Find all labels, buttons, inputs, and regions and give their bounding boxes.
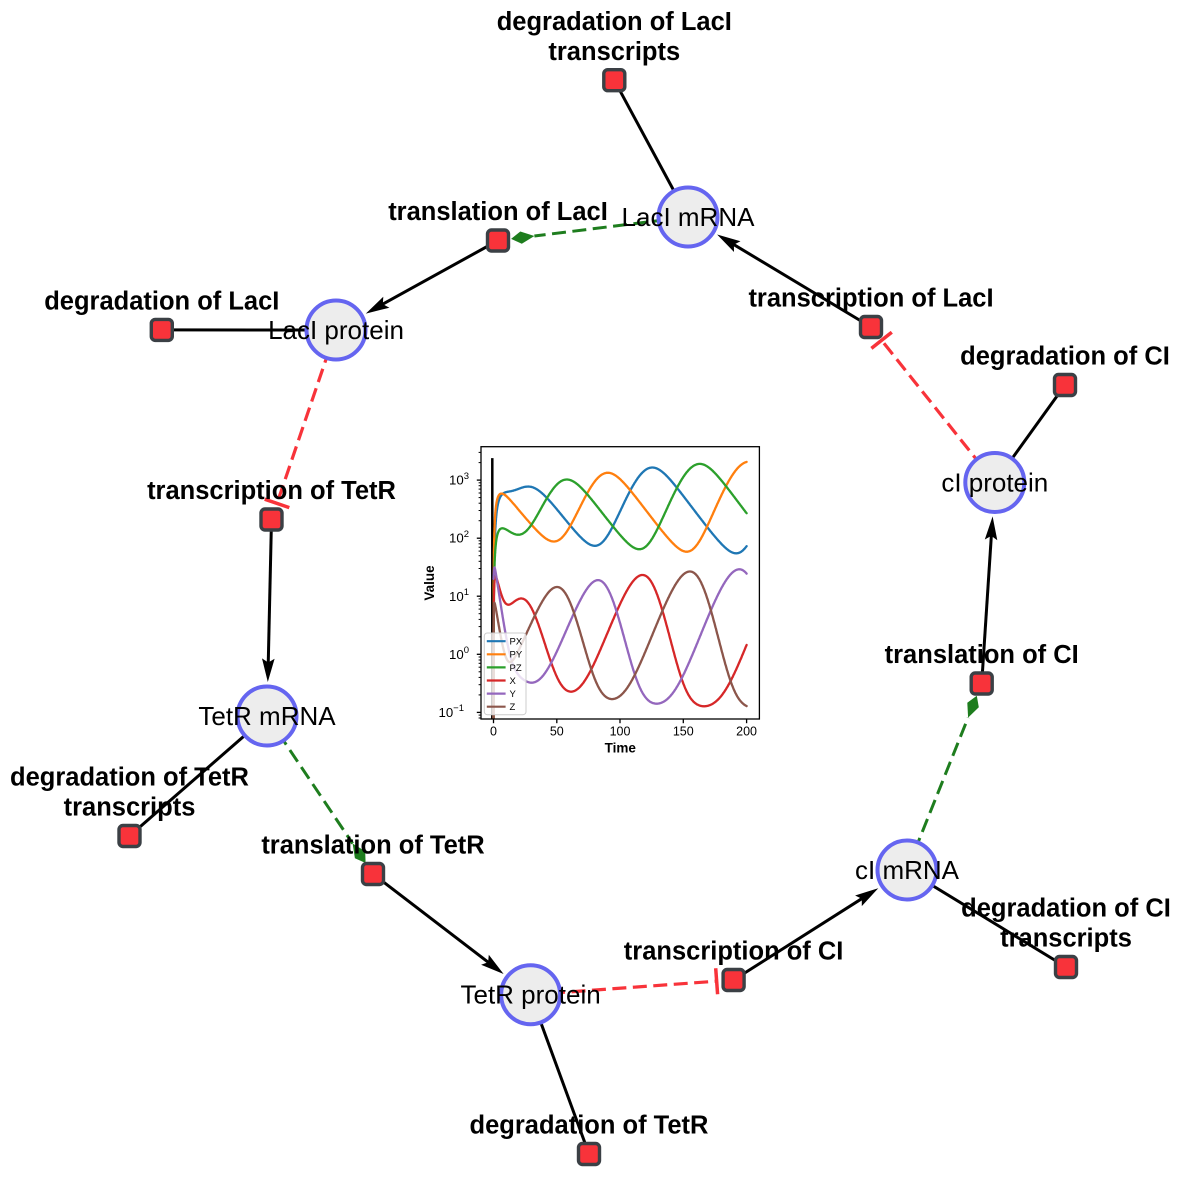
svg-text:cI protein: cI protein [941, 467, 1048, 497]
svg-text:200: 200 [736, 725, 757, 739]
svg-text:transcripts: transcripts [64, 794, 196, 822]
svg-text:degradation of CI: degradation of CI [961, 895, 1171, 923]
svg-text:transcription of LacI: transcription of LacI [748, 285, 993, 313]
svg-text:LacI protein: LacI protein [268, 315, 404, 345]
svg-text:cI mRNA: cI mRNA [855, 855, 960, 885]
svg-text:Value: Value [422, 565, 437, 601]
svg-text:degradation of LacI: degradation of LacI [44, 288, 279, 316]
svg-text:translation of CI: translation of CI [885, 641, 1079, 669]
svg-text:translation of LacI: translation of LacI [388, 198, 608, 226]
svg-text:transcripts: transcripts [1000, 925, 1132, 953]
svg-text:X: X [510, 676, 517, 687]
svg-text:Z: Z [510, 702, 516, 713]
svg-text:transcription of CI: transcription of CI [624, 938, 844, 966]
svg-text:degradation of LacI: degradation of LacI [497, 8, 732, 36]
svg-text:LacI mRNA: LacI mRNA [622, 202, 756, 232]
svg-text:PX: PX [510, 637, 523, 648]
svg-text:translation of TetR: translation of TetR [261, 832, 484, 860]
svg-text:transcription of TetR: transcription of TetR [147, 477, 396, 505]
svg-text:150: 150 [673, 725, 694, 739]
svg-text:Y: Y [510, 689, 517, 700]
svg-text:100: 100 [610, 725, 631, 739]
svg-text:TetR mRNA: TetR mRNA [198, 701, 336, 731]
svg-text:0: 0 [490, 725, 497, 739]
svg-text:transcripts: transcripts [548, 38, 680, 66]
svg-text:degradation of CI: degradation of CI [960, 343, 1170, 371]
svg-text:TetR protein: TetR protein [461, 980, 601, 1010]
svg-text:Time: Time [605, 741, 637, 756]
svg-text:PY: PY [510, 650, 523, 661]
svg-text:degradation of TetR: degradation of TetR [470, 1112, 709, 1140]
svg-text:PZ: PZ [510, 663, 522, 674]
svg-text:50: 50 [550, 725, 564, 739]
svg-text:degradation of TetR: degradation of TetR [10, 764, 249, 792]
